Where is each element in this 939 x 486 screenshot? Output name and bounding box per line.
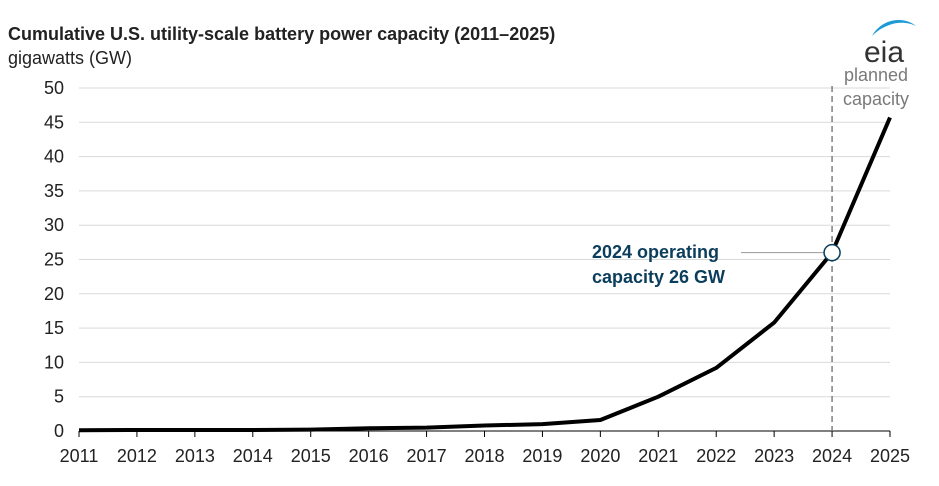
x-tick-label-2022: 2022 xyxy=(696,446,736,466)
y-tick-label-15: 15 xyxy=(44,318,64,338)
grid-lines xyxy=(79,87,890,398)
x-tick-label-2014: 2014 xyxy=(233,446,273,466)
y-tick-label-0: 0 xyxy=(54,421,64,441)
x-tick-labels: 2011 2012 2013 2014 2015 2016 2017 2018 2019 2020… xyxy=(60,431,910,466)
planned-capacity-label-line1: planned xyxy=(844,65,908,85)
x-tick-label-2020: 2020 xyxy=(580,446,620,466)
x-tick-label-2015: 2015 xyxy=(291,446,331,466)
planned-capacity-label-line2: capacity xyxy=(843,89,909,109)
x-tick-label-2017: 2017 xyxy=(407,446,447,466)
eia-logo-swoosh xyxy=(872,20,916,36)
operating-capacity-label-line2: capacity 26 GW xyxy=(592,267,725,287)
y-tick-labels: 0 5 10 15 20 25 30 35 40 45 50 xyxy=(44,78,64,441)
x-tick-label-2023: 2023 xyxy=(754,446,794,466)
y-tick-label-5: 5 xyxy=(54,387,64,407)
x-tick-label-2011: 2011 xyxy=(60,446,99,466)
chart-title: Cumulative U.S. utility-scale battery po… xyxy=(8,24,556,44)
eia-logo-text: eia xyxy=(864,36,904,68)
eia-logo: eia xyxy=(864,20,916,68)
operating-capacity-marker xyxy=(823,243,841,262)
y-tick-label-20: 20 xyxy=(44,284,64,304)
y-tick-label-35: 35 xyxy=(44,181,64,201)
operating-capacity-label-line1: 2024 operating xyxy=(592,242,719,262)
y-tick-label-50: 50 xyxy=(44,78,64,98)
y-tick-label-45: 45 xyxy=(44,112,64,132)
y-tick-label-25: 25 xyxy=(44,250,64,270)
y-tick-label-40: 40 xyxy=(44,147,64,167)
x-tick-label-2013: 2013 xyxy=(175,446,215,466)
x-tick-label-2021: 2021 xyxy=(638,446,678,466)
y-tick-label-30: 30 xyxy=(44,215,64,235)
y-tick-label-10: 10 xyxy=(44,352,64,372)
x-tick-label-2024: 2024 xyxy=(812,446,852,466)
x-tick-label-2025: 2025 xyxy=(870,446,910,466)
x-tick-label-2018: 2018 xyxy=(464,446,504,466)
x-tick-label-2012: 2012 xyxy=(117,446,157,466)
x-tick-label-2016: 2016 xyxy=(349,446,389,466)
x-tick-label-2019: 2019 xyxy=(522,446,562,466)
series-line-cumulative-capacity xyxy=(78,116,892,433)
chart-subtitle: gigawatts (GW) xyxy=(8,48,133,68)
